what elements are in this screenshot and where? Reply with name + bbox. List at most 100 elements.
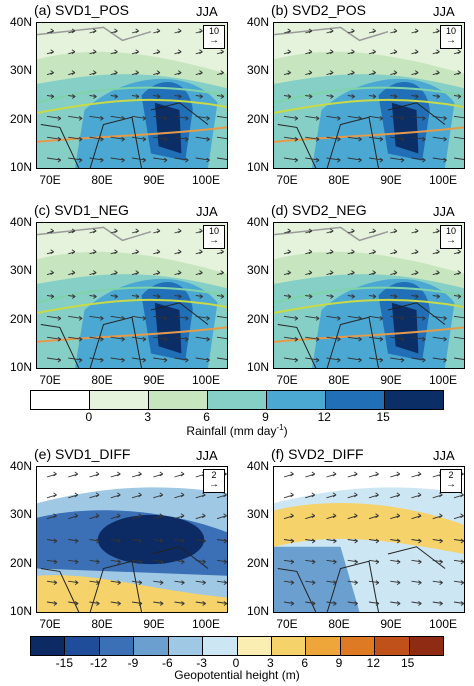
longitude-tick-label: 90E: [143, 617, 165, 631]
wind-vectors: [46, 471, 227, 606]
reference-vector-box: 10 →: [440, 225, 462, 249]
map-frame: 10 →: [36, 222, 228, 369]
rainfall-colorbar-title-text: Rainfall (mm day: [186, 424, 277, 438]
latitude-tick-label: 40N: [9, 215, 32, 229]
panel-title: (f) SVD2_DIFF: [271, 446, 364, 462]
colorbar-cell: [31, 637, 66, 655]
latitude-tick-label: 20N: [9, 311, 32, 326]
colorbar-cell: [271, 637, 307, 655]
reference-arrow-icon: →: [446, 35, 456, 46]
panel-svd2-neg: (d) SVD2_NEG JJA 40N 30N 20N 10N 70E 80E 90E 100E…: [237, 200, 474, 390]
latitude-tick-label: 10N: [9, 604, 32, 618]
panel-svd2-diff: (f) SVD2_DIFF JJA 40N 30N 20N 10N 70E 80E 90E 100…: [237, 444, 474, 634]
longitude-tick-label: 90E: [143, 173, 165, 187]
longitude-tick-label: 80E: [328, 173, 350, 187]
season-label: JJA: [196, 448, 218, 463]
latitude-tick-label: 20N: [9, 555, 32, 570]
latitude-tick-label: 30N: [9, 63, 32, 78]
latitude-tick-label: 10N: [246, 604, 269, 618]
colorbar-cell: [385, 391, 443, 409]
latitude-tick-label: 40N: [9, 15, 32, 29]
reference-vector-value: 10: [445, 26, 456, 36]
coastline: [277, 546, 446, 612]
reference-arrow-icon: →: [209, 235, 219, 246]
height-contour-yellow: [37, 298, 227, 314]
colorbar-tick-label: 6: [203, 410, 210, 424]
colorbar-tick-label: 9: [262, 410, 269, 424]
panel-title: (e) SVD1_DIFF: [34, 446, 131, 462]
latitude-tick-label: 20N: [246, 111, 269, 126]
map-canvas: [274, 223, 464, 368]
height-contour-green: [37, 86, 227, 104]
map-frame: 10 →: [36, 22, 228, 169]
season-label: JJA: [196, 4, 218, 19]
colorbar-tick-label: 3: [144, 410, 152, 424]
latitude-tick-label: 20N: [246, 311, 269, 326]
colorbar-tick-label: 0: [85, 410, 93, 424]
reference-arrow-icon: →: [446, 479, 456, 490]
longitude-tick-label: 70E: [276, 617, 298, 631]
wind-vectors: [283, 28, 464, 163]
latitude-tick-label: 30N: [9, 263, 32, 278]
colorbar-cell: [326, 391, 385, 409]
colorbar-cell: [306, 637, 341, 655]
colorbar-tick-label: 0: [232, 656, 240, 670]
coastline: [277, 102, 446, 168]
map-canvas: [37, 23, 227, 168]
colorbar-cell: [409, 637, 444, 655]
panel-svd2-pos: (b) SVD2_POS JJA 40N 30N 20N 10N 70E 80E 90E 100E…: [237, 0, 474, 200]
colorbar-tick-label: -6: [161, 656, 173, 670]
colorbar-tick-label: -15: [55, 656, 73, 670]
height-colorbar-title: Geopotential height (m): [174, 668, 300, 682]
plateau-contour: [274, 226, 389, 242]
wind-vectors: [46, 28, 227, 163]
map-frame: 2 →: [36, 466, 228, 613]
longitude-tick-label: 90E: [380, 373, 402, 387]
longitude-tick-label: 80E: [328, 617, 350, 631]
masked-region: [274, 467, 464, 504]
height-shading-negative: [274, 546, 360, 612]
latitude-tick-label: 40N: [9, 459, 32, 473]
height-contour-green: [274, 86, 464, 104]
colorbar-tick-label: 15: [400, 656, 415, 670]
colorbar-tick-label: -3: [196, 656, 207, 670]
latitude-tick-label: 10N: [246, 160, 269, 174]
wind-vectors: [283, 471, 464, 606]
reference-vector-value: 2: [448, 470, 454, 480]
map-canvas: [37, 467, 227, 612]
rainfall-shading-max: [154, 102, 182, 154]
reference-vector-box: 10 →: [203, 25, 225, 49]
latitude-tick-label: 10N: [246, 360, 269, 374]
colorbar-tick-label: -9: [127, 656, 139, 670]
panel-svd1-diff: (e) SVD1_DIFF JJA 40N 30N 20N 10N 70E 80E 90E 100…: [0, 444, 237, 634]
reference-vector-value: 10: [208, 26, 219, 36]
coastline: [40, 302, 209, 368]
panel-title: (b) SVD2_POS: [271, 2, 366, 18]
latitude-tick-label: 30N: [9, 507, 32, 522]
panel-title: (d) SVD2_NEG: [271, 202, 367, 218]
reference-vector-value: 10: [445, 226, 456, 236]
colorbar-tick-label: -12: [89, 656, 108, 670]
reference-vector-box: 2 →: [440, 469, 462, 493]
latitude-tick-label: 30N: [246, 507, 269, 522]
panel-svd1-pos: (a) SVD1_POS JJA 40N 30N 20N 10N 70E 80E 90E 100E…: [0, 0, 237, 200]
height-contour-yellow: [274, 98, 464, 114]
colorbar-tick-label: 3: [266, 656, 274, 670]
rainfall-shading-max: [391, 102, 419, 154]
colorbar-cell: [237, 637, 272, 655]
colorbar-cell: [208, 391, 267, 409]
reference-arrow-icon: →: [209, 35, 219, 46]
latitude-tick-label: 20N: [246, 555, 269, 570]
longitude-tick-label: 100E: [428, 373, 458, 387]
longitude-tick-label: 70E: [276, 373, 298, 387]
plateau-contour: [37, 226, 152, 242]
longitude-tick-label: 90E: [380, 173, 402, 187]
season-label: JJA: [196, 204, 218, 219]
colorbar-cell: [65, 637, 100, 655]
reference-vector-box: 10 →: [203, 225, 225, 249]
map-canvas: [37, 223, 227, 368]
masked-region: [37, 467, 227, 504]
height-contour-orange: [37, 126, 227, 143]
latitude-tick-label: 40N: [246, 15, 269, 29]
colorbar-cell: [31, 391, 90, 409]
